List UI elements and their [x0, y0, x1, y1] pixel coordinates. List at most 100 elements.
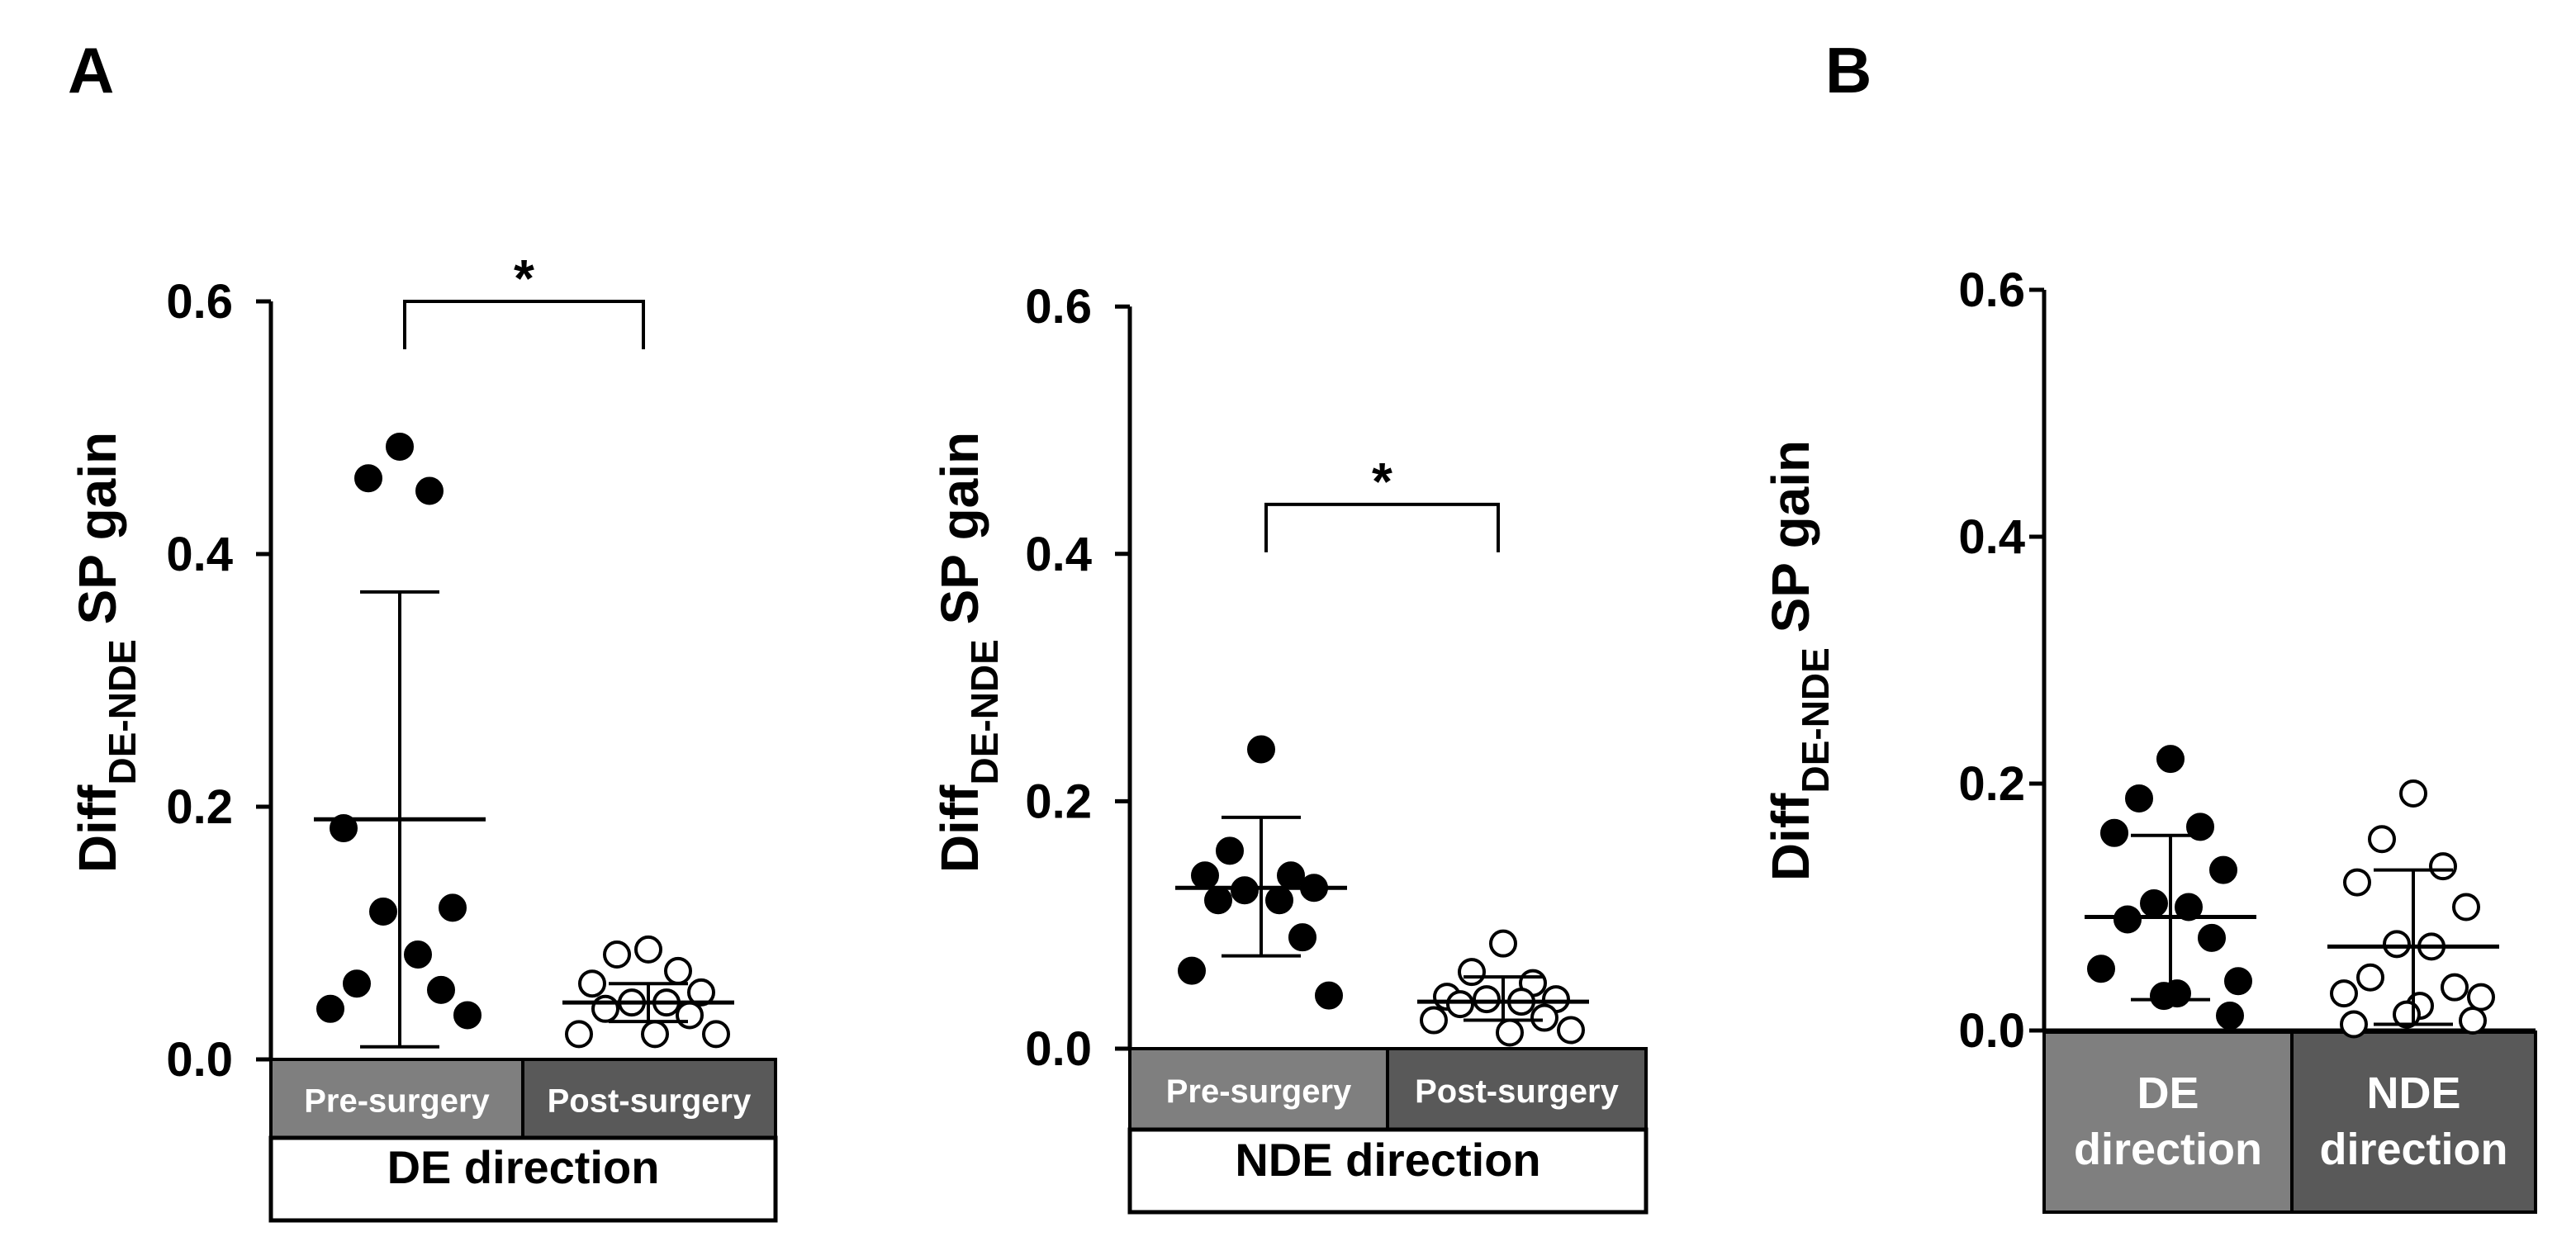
data-point [1557, 1016, 1585, 1045]
y-tick-label: 0.2 [1025, 775, 1092, 828]
chart-1: 0.0 0.2 0.4 0.6 DiffDE-NDE SP gain Pre-surger… [68, 249, 778, 1223]
data-point [427, 975, 455, 1004]
y-axis-label: DiffDE-NDE SP gain [1761, 440, 1837, 881]
data-point [386, 432, 414, 461]
group-title-box [268, 1135, 778, 1223]
group-box-1 [1128, 1047, 1389, 1131]
y-label-rest: SP gain [1761, 440, 1820, 647]
data-point [2198, 923, 2226, 952]
data-point [2467, 983, 2495, 1011]
y-label-main: Diff [930, 784, 989, 873]
significance-bracket [403, 300, 645, 349]
data-point [2087, 955, 2115, 983]
data-point [2459, 1007, 2487, 1035]
data-point [1277, 861, 1305, 890]
data-point [603, 940, 631, 969]
data-point [1265, 886, 1293, 915]
group-label-line: NDE [2366, 1068, 2460, 1118]
data-point [664, 956, 692, 985]
y-label-subscript: DE-NDE [1794, 647, 1837, 793]
group-label: Pre-surgery [1166, 1073, 1352, 1110]
data-point [1204, 886, 1232, 915]
data-point [578, 969, 606, 998]
data-point [2150, 982, 2178, 1011]
data-point [2383, 930, 2411, 959]
group-box-2 [2290, 1030, 2537, 1214]
data-point [369, 897, 397, 926]
group-label: Post-surgery [1415, 1073, 1619, 1110]
data-point [2224, 967, 2252, 996]
data-point [1191, 861, 1219, 890]
data-point [1530, 1003, 1558, 1032]
data-point [591, 994, 619, 1023]
chart-2: 0.0 0.2 0.4 0.6 DiffDE-NDE SP gain Pre-surger… [930, 280, 1649, 1215]
group-box-1 [2042, 1030, 2294, 1214]
data-point [2156, 745, 2185, 774]
data-point [1446, 990, 1474, 1019]
group-box-2 [1386, 1047, 1648, 1131]
data-point [2429, 852, 2457, 881]
y-tick-label: 0.6 [166, 275, 233, 329]
data-point [439, 893, 467, 922]
data-point [2399, 779, 2427, 808]
data-point [2368, 825, 2396, 854]
data-point [1247, 735, 1275, 764]
y-tick-label: 0.6 [1025, 280, 1092, 334]
group-label: Post-surgery [548, 1083, 752, 1120]
y-tick-label: 0.4 [1958, 510, 2025, 564]
y-tick-label: 0.4 [166, 528, 233, 581]
data-point [2356, 963, 2384, 992]
data-point [2175, 893, 2203, 921]
significance-bracket [1264, 502, 1500, 552]
panel-label-a: A [68, 34, 114, 107]
data-point [453, 1001, 482, 1030]
data-point [2452, 893, 2480, 921]
data-point [2209, 855, 2237, 884]
data-point [316, 994, 344, 1023]
chart-3: 0.0 0.2 0.4 0.6 DiffDE-NDE SP gain DE directio… [1761, 263, 2537, 1214]
data-point [1315, 981, 1343, 1010]
data-point [2140, 889, 2168, 918]
data-point [1216, 836, 1244, 865]
group-title: NDE direction [1235, 1134, 1540, 1186]
group-title: DE direction [387, 1141, 660, 1193]
y-axis-label: DiffDE-NDE SP gain [68, 432, 144, 873]
y-label-rest: SP gain [68, 432, 127, 639]
data-point [2441, 973, 2469, 1002]
data-point [1178, 956, 1206, 985]
data-point [354, 464, 382, 493]
group-label-line: DE [2137, 1068, 2199, 1118]
data-point [1288, 923, 1316, 952]
y-tick-label: 0.0 [1025, 1022, 1092, 1076]
data-point [2113, 905, 2142, 934]
y-tick-label: 0.6 [1958, 263, 2025, 317]
data-point [641, 1020, 669, 1049]
group-box-1 [269, 1058, 524, 1139]
y-tick-label: 0.0 [1958, 1004, 2025, 1058]
data-point [634, 935, 662, 964]
significance-star: * [514, 249, 534, 308]
data-point [676, 1001, 704, 1030]
y-label-main: Diff [68, 784, 127, 873]
group-label: Pre-surgery [304, 1083, 490, 1120]
group-title-box [1127, 1127, 1649, 1215]
y-tick-label: 0.2 [166, 780, 233, 834]
data-point [2100, 818, 2128, 847]
data-point [330, 814, 358, 843]
y-label-rest: SP gain [930, 432, 989, 639]
y-tick-label: 0.4 [1025, 528, 1092, 581]
data-point [343, 969, 371, 998]
y-tick-label: 0.2 [1958, 757, 2025, 811]
y-label-subscript: DE-NDE [101, 639, 144, 784]
data-point [2216, 1002, 2244, 1030]
data-point [1496, 1018, 1524, 1047]
y-axis-label: DiffDE-NDE SP gain [930, 432, 1006, 873]
data-point [1231, 876, 1259, 905]
data-point [2340, 1010, 2368, 1039]
data-point [702, 1020, 730, 1049]
data-point [1420, 1006, 1448, 1035]
data-point [2186, 813, 2214, 841]
data-point [404, 940, 432, 969]
data-point [1458, 958, 1486, 987]
